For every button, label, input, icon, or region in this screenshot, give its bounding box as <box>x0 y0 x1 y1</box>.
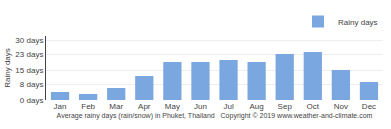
svg-text:Apr: Apr <box>138 102 151 111</box>
svg-text:0 days: 0 days <box>20 96 44 105</box>
svg-text:Jun: Jun <box>194 102 207 111</box>
svg-text:Feb: Feb <box>81 102 95 111</box>
svg-text:Aug: Aug <box>250 102 264 111</box>
svg-text:Rainy days: Rainy days <box>3 48 12 88</box>
svg-text:Average rainy days (rain/snow): Average rainy days (rain/snow) in Phuket… <box>57 112 373 120</box>
svg-text:Jul: Jul <box>223 102 233 111</box>
svg-text:Oct: Oct <box>307 102 320 111</box>
svg-text:8 days: 8 days <box>20 80 44 89</box>
svg-text:Mar: Mar <box>109 102 123 111</box>
svg-text:Rainy days: Rainy days <box>338 18 378 27</box>
svg-text:Dec: Dec <box>362 102 376 111</box>
svg-text:23 days: 23 days <box>15 50 43 59</box>
svg-text:Jan: Jan <box>54 102 67 111</box>
svg-text:Nov: Nov <box>334 102 348 111</box>
svg-text:Sep: Sep <box>278 102 293 111</box>
svg-text:15 days: 15 days <box>15 66 43 75</box>
svg-text:May: May <box>165 102 180 111</box>
svg-text:30 days: 30 days <box>15 36 43 45</box>
